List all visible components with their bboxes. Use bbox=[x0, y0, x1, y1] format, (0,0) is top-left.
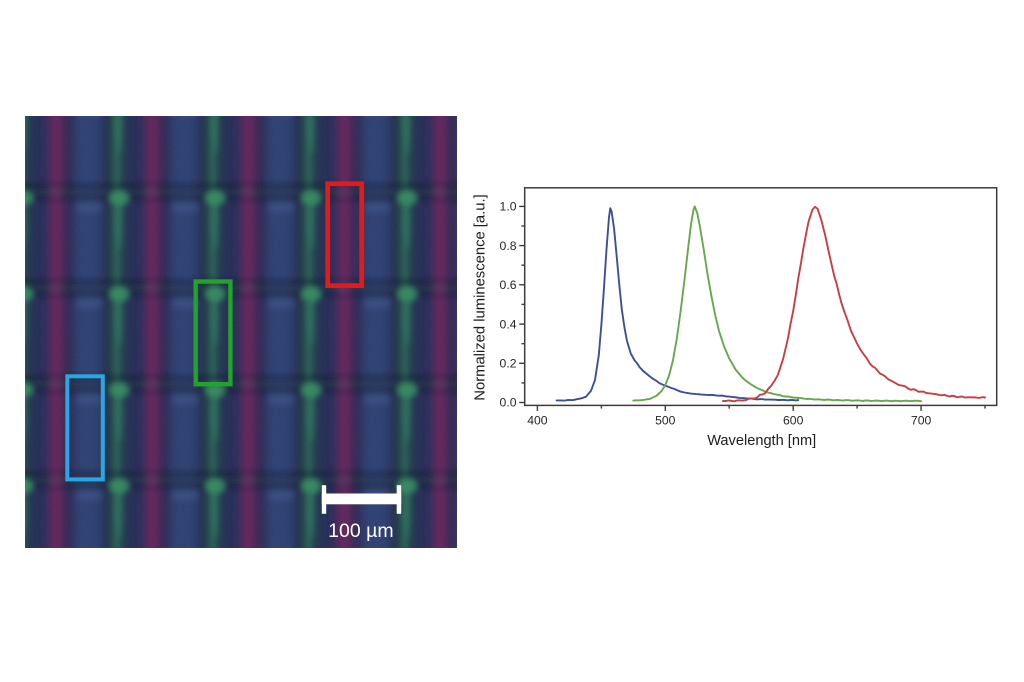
svg-text:700: 700 bbox=[911, 414, 932, 428]
svg-text:500: 500 bbox=[655, 414, 676, 428]
svg-text:600: 600 bbox=[783, 414, 804, 428]
svg-text:0.6: 0.6 bbox=[500, 278, 517, 292]
svg-text:Normalized luminescence [a.u.]: Normalized luminescence [a.u.] bbox=[473, 194, 489, 400]
svg-text:0.4: 0.4 bbox=[500, 317, 517, 331]
svg-text:0.0: 0.0 bbox=[500, 396, 517, 410]
svg-text:0.2: 0.2 bbox=[500, 357, 517, 371]
svg-text:400: 400 bbox=[527, 414, 548, 428]
svg-text:1.0: 1.0 bbox=[500, 200, 517, 214]
svg-text:0.8: 0.8 bbox=[500, 239, 517, 253]
svg-text:Wavelength [nm]: Wavelength [nm] bbox=[707, 433, 816, 449]
svg-text:100 µm: 100 µm bbox=[328, 520, 393, 542]
